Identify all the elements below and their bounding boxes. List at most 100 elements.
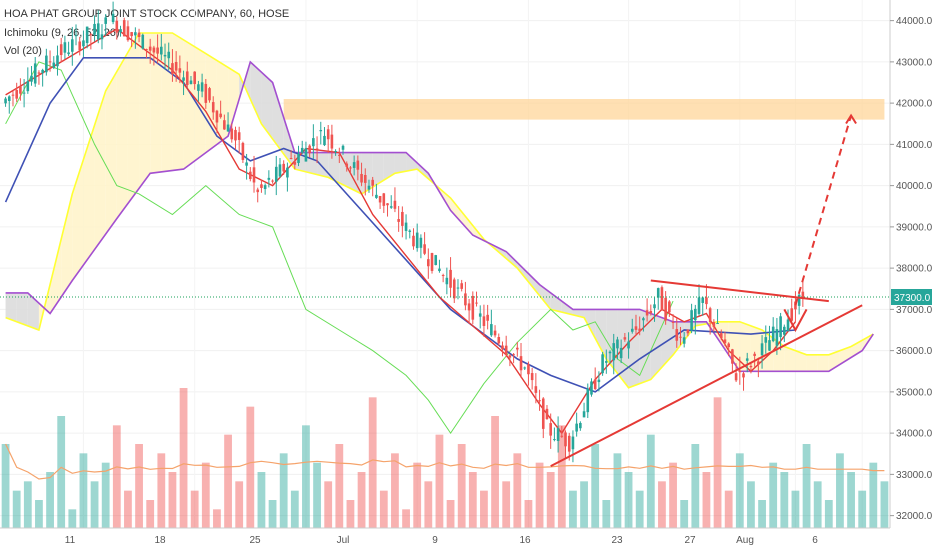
candle-body bbox=[241, 142, 245, 160]
candle-body bbox=[697, 297, 701, 314]
candle-body bbox=[334, 151, 337, 153]
cloud-segment bbox=[673, 321, 685, 355]
volume-bar bbox=[391, 453, 399, 528]
candle-body bbox=[160, 46, 163, 55]
volume-bar bbox=[880, 481, 889, 528]
volume-bar bbox=[424, 481, 433, 528]
y-tick-label: 38000.0 bbox=[896, 264, 932, 275]
candle-body bbox=[452, 279, 456, 299]
chart-title: HOA PHAT GROUP JOINT STOCK COMPANY, 60, … bbox=[4, 8, 290, 20]
volume-bar bbox=[813, 481, 822, 528]
volume-bar bbox=[290, 490, 299, 528]
volume-bar bbox=[435, 434, 444, 528]
candle-body bbox=[408, 230, 412, 232]
candle-body bbox=[293, 161, 297, 165]
candle-body bbox=[734, 373, 738, 381]
volume-bars bbox=[1, 388, 889, 528]
candle-body bbox=[52, 62, 56, 68]
volume-bar bbox=[569, 490, 577, 528]
x-tick-label: 11 bbox=[65, 535, 76, 546]
volume-bar bbox=[602, 500, 611, 528]
cloud-segment bbox=[661, 317, 674, 368]
volume-bar bbox=[12, 490, 21, 528]
candle-body bbox=[145, 49, 148, 51]
candle-body bbox=[579, 423, 582, 429]
candle-body bbox=[768, 340, 771, 351]
cloud-segment bbox=[750, 325, 763, 372]
volume-bar bbox=[257, 472, 266, 528]
candle-body bbox=[645, 310, 649, 316]
volume-bar bbox=[124, 490, 132, 528]
candle-body bbox=[37, 72, 41, 74]
candle-body bbox=[163, 54, 167, 57]
candle-body bbox=[59, 44, 63, 56]
candle-body bbox=[438, 268, 441, 272]
cloud-segment bbox=[5, 292, 17, 322]
candle-body bbox=[297, 154, 300, 163]
candle-body bbox=[545, 408, 549, 420]
cloud-segment bbox=[795, 350, 807, 372]
candle-body bbox=[619, 347, 623, 359]
candle-body bbox=[616, 339, 619, 349]
volume-bar bbox=[713, 397, 722, 528]
candle-body bbox=[85, 26, 89, 44]
candle-body bbox=[538, 400, 541, 402]
candle-body bbox=[456, 287, 460, 289]
candle-body bbox=[445, 277, 449, 285]
candle-body bbox=[360, 173, 363, 183]
candle-body bbox=[115, 20, 119, 33]
volume-bar bbox=[669, 462, 677, 528]
y-tick-label: 43000.0 bbox=[896, 57, 932, 68]
x-tick-label: Jul bbox=[337, 535, 350, 546]
candle-body bbox=[601, 354, 604, 374]
cloud-segment bbox=[216, 60, 229, 145]
cloud-segment bbox=[806, 354, 818, 372]
triangle-lower-trendline bbox=[550, 304, 863, 468]
cloud-segment bbox=[16, 292, 28, 326]
candle-body bbox=[512, 354, 515, 356]
candle-body bbox=[779, 316, 782, 338]
volume-bar bbox=[869, 462, 878, 528]
volume-bar bbox=[802, 444, 811, 528]
candle-body bbox=[393, 200, 397, 209]
candle-body bbox=[312, 138, 315, 147]
cloud-segment bbox=[517, 262, 529, 282]
cloud-segment bbox=[105, 71, 117, 235]
volume-bar bbox=[335, 444, 344, 528]
candle-body bbox=[41, 69, 44, 74]
volume-bar bbox=[279, 453, 288, 528]
current-price-tag bbox=[891, 289, 932, 305]
candle-body bbox=[7, 96, 11, 101]
cloud-segment bbox=[116, 52, 128, 219]
candle-body bbox=[126, 26, 130, 41]
candle-body bbox=[200, 82, 204, 92]
candle-body bbox=[475, 302, 478, 304]
candle-body bbox=[19, 86, 22, 94]
y-tick-label: 41000.0 bbox=[896, 140, 932, 151]
candle-body bbox=[486, 314, 489, 321]
candle-body bbox=[653, 304, 656, 309]
volume-bar bbox=[680, 500, 689, 528]
candle-body bbox=[467, 303, 471, 311]
current-price-label: 37300.0 bbox=[894, 293, 931, 304]
candle-body bbox=[441, 275, 445, 277]
volume-bar bbox=[324, 481, 333, 528]
candle-body bbox=[134, 32, 137, 36]
volume-bar bbox=[224, 434, 232, 528]
candle-body bbox=[745, 358, 749, 361]
cloud-segment bbox=[372, 152, 384, 187]
candle-body bbox=[530, 373, 534, 381]
candle-body bbox=[141, 34, 145, 49]
kijun-sen-line bbox=[4, 57, 796, 393]
candle-body bbox=[630, 328, 634, 332]
candle-body bbox=[185, 71, 189, 86]
volume-bar bbox=[613, 453, 622, 528]
candle-body bbox=[434, 255, 438, 266]
candle-body bbox=[549, 423, 552, 436]
cloud-segment bbox=[205, 53, 217, 153]
candle-body bbox=[71, 39, 74, 52]
legend-volume: Vol (20) bbox=[4, 45, 42, 57]
candle-body bbox=[404, 222, 408, 231]
candle-body bbox=[26, 81, 30, 92]
